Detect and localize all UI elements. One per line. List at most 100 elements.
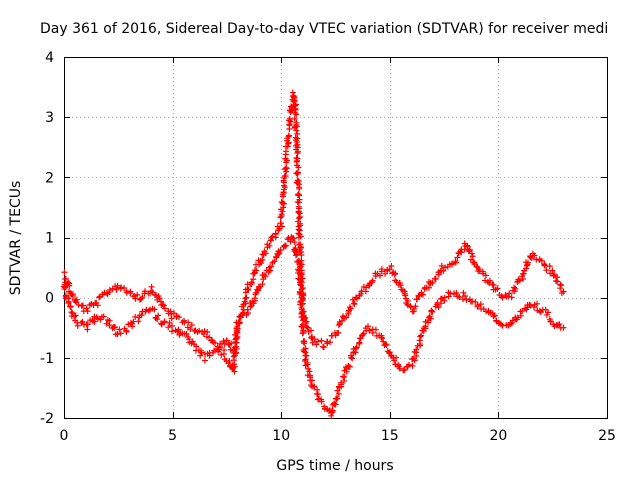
data-point — [188, 321, 195, 328]
data-point — [299, 310, 306, 317]
data-point — [297, 243, 304, 250]
data-point — [215, 348, 222, 355]
data-point — [293, 111, 300, 118]
data-point — [296, 262, 303, 269]
data-point — [304, 361, 311, 368]
data-point — [287, 118, 294, 125]
x-tick-label: 10 — [272, 428, 290, 444]
data-point — [198, 349, 205, 356]
data-point — [534, 307, 541, 314]
data-point — [79, 302, 86, 309]
data-point — [294, 180, 301, 187]
data-point — [286, 107, 293, 114]
data-point — [409, 362, 416, 369]
data-point — [302, 356, 309, 363]
data-point — [127, 290, 134, 297]
data-point — [425, 284, 432, 291]
data-point — [200, 331, 207, 338]
data-point — [349, 296, 356, 303]
data-point — [382, 270, 389, 277]
marker-layer — [60, 89, 567, 419]
data-point — [546, 263, 553, 270]
data-point — [543, 267, 550, 274]
data-point — [230, 364, 237, 371]
data-point — [113, 286, 120, 293]
data-point — [295, 258, 302, 265]
data-point — [293, 251, 300, 258]
data-point — [366, 327, 373, 334]
data-point — [516, 277, 523, 284]
grid-layer — [64, 57, 607, 418]
x-tick-label: 20 — [489, 428, 507, 444]
data-point — [479, 268, 486, 275]
data-point — [291, 115, 298, 122]
data-point — [261, 272, 268, 279]
data-point — [442, 264, 449, 271]
data-point — [250, 276, 257, 283]
data-point — [106, 287, 113, 294]
data-point — [388, 263, 395, 270]
data-point — [419, 291, 426, 298]
data-point — [452, 259, 459, 266]
data-point — [506, 290, 513, 297]
data-point — [259, 281, 266, 288]
data-point — [266, 242, 273, 249]
data-point — [338, 381, 345, 388]
data-point — [318, 398, 325, 405]
data-point — [350, 300, 357, 307]
data-point — [351, 301, 358, 308]
data-point — [538, 257, 545, 264]
data-point — [468, 250, 475, 257]
data-point — [233, 335, 240, 342]
data-point — [259, 256, 266, 263]
data-point — [211, 347, 218, 354]
data-point — [386, 266, 393, 273]
data-point — [556, 321, 563, 328]
data-point — [512, 285, 519, 292]
data-point — [334, 395, 341, 402]
data-point — [294, 135, 301, 142]
data-point — [531, 252, 538, 259]
data-point — [345, 308, 352, 315]
data-point — [545, 309, 552, 316]
data-point — [333, 396, 340, 403]
data-point — [308, 327, 315, 334]
data-point — [83, 305, 90, 312]
data-point — [297, 233, 304, 240]
data-point — [100, 313, 107, 320]
data-point — [61, 285, 68, 292]
data-point — [121, 284, 128, 291]
x-tick-label: 15 — [381, 428, 399, 444]
data-point — [138, 312, 145, 319]
data-point — [267, 263, 274, 270]
data-point — [175, 326, 182, 333]
data-point — [206, 352, 213, 359]
data-point — [141, 288, 148, 295]
data-point — [310, 383, 317, 390]
data-point — [211, 339, 218, 346]
data-point — [413, 296, 420, 303]
data-point — [299, 323, 306, 330]
data-point — [294, 170, 301, 177]
data-point — [158, 320, 165, 327]
data-point — [318, 337, 325, 344]
data-point — [461, 293, 468, 300]
data-point — [314, 338, 321, 345]
data-point — [117, 330, 124, 337]
data-point — [297, 281, 304, 288]
data-point — [286, 132, 293, 139]
data-point — [335, 390, 342, 397]
data-point — [201, 328, 208, 335]
data-point — [558, 282, 565, 289]
data-point — [169, 328, 176, 335]
data-point — [295, 215, 302, 222]
data-point — [279, 208, 286, 215]
data-point — [187, 326, 194, 333]
data-point — [271, 258, 278, 265]
data-point — [377, 272, 384, 279]
data-point — [494, 285, 501, 292]
data-point — [289, 89, 296, 96]
data-point — [293, 170, 300, 177]
data-point — [359, 331, 366, 338]
